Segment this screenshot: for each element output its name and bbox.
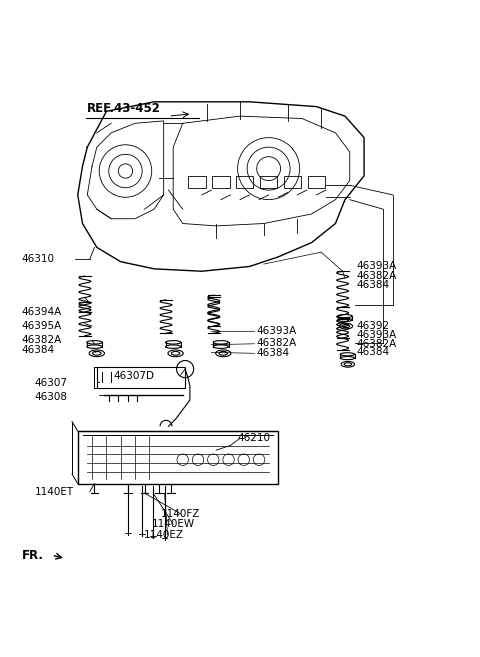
Text: 46382A: 46382A bbox=[257, 338, 297, 348]
Text: 46307D: 46307D bbox=[114, 371, 155, 381]
Bar bbox=[78, 431, 278, 484]
Bar bbox=[260, 176, 277, 188]
Text: 46382A: 46382A bbox=[22, 336, 62, 346]
Text: 46384: 46384 bbox=[257, 348, 290, 358]
Text: REF.43-452: REF.43-452 bbox=[87, 102, 161, 115]
Text: 46393A: 46393A bbox=[257, 326, 297, 336]
Text: 46395A: 46395A bbox=[22, 321, 62, 331]
Text: 46384: 46384 bbox=[357, 280, 390, 290]
Text: 46307: 46307 bbox=[35, 378, 68, 388]
Text: 46210: 46210 bbox=[238, 433, 271, 443]
Bar bbox=[97, 367, 185, 388]
Text: 1140FZ: 1140FZ bbox=[161, 509, 201, 518]
Text: 46384: 46384 bbox=[22, 345, 55, 355]
Text: 46310: 46310 bbox=[22, 254, 54, 264]
Text: 1140EW: 1140EW bbox=[152, 519, 195, 529]
Text: 46308: 46308 bbox=[35, 392, 68, 401]
Text: FR.: FR. bbox=[22, 549, 43, 562]
Text: 46392: 46392 bbox=[357, 321, 390, 331]
Bar bbox=[212, 176, 229, 188]
Text: 46384: 46384 bbox=[357, 348, 390, 357]
Bar bbox=[189, 176, 205, 188]
Bar bbox=[236, 176, 253, 188]
Bar bbox=[308, 176, 325, 188]
Text: 46393A: 46393A bbox=[357, 330, 397, 340]
Text: 1140EZ: 1140EZ bbox=[144, 530, 184, 540]
Text: 46382A: 46382A bbox=[357, 271, 397, 281]
Text: 1140ET: 1140ET bbox=[35, 487, 74, 497]
Text: 46382A: 46382A bbox=[357, 339, 397, 349]
Text: 46393A: 46393A bbox=[357, 261, 397, 271]
Bar bbox=[284, 176, 301, 188]
Text: 46394A: 46394A bbox=[22, 307, 62, 317]
